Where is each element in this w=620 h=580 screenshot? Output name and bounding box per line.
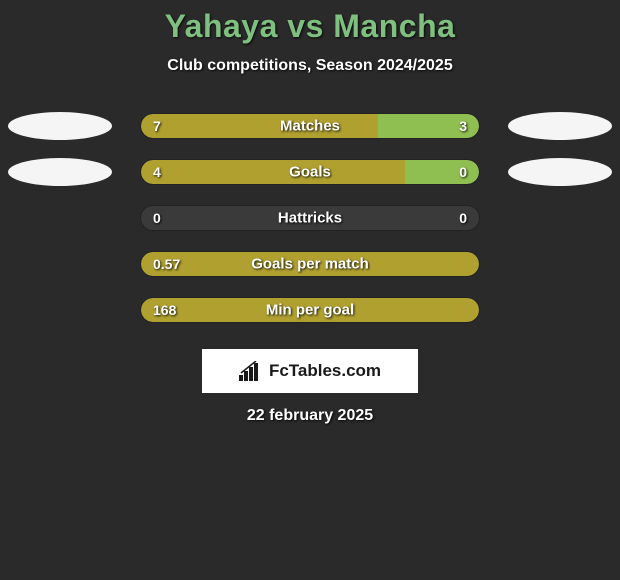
comparison-widget: Yahaya vs Mancha Club competitions, Seas… [0, 0, 620, 425]
stat-label: Min per goal [266, 302, 354, 319]
stat-value-left: 0.57 [153, 256, 180, 272]
source-logo[interactable]: FcTables.com [202, 349, 418, 393]
bar-segment-right [405, 160, 479, 184]
stat-row: 7 3 Matches [0, 103, 620, 149]
logo-text: FcTables.com [269, 361, 381, 381]
stat-row: 4 0 Goals [0, 149, 620, 195]
bar-segment-left [141, 160, 405, 184]
stat-value-left: 4 [153, 164, 161, 180]
stat-row: 0 0 Hattricks [0, 195, 620, 241]
stat-value-right: 3 [459, 118, 467, 134]
stat-bar: 168 Min per goal [140, 297, 480, 323]
stat-row: 0.57 Goals per match [0, 241, 620, 287]
subtitle: Club competitions, Season 2024/2025 [0, 57, 620, 75]
page-title: Yahaya vs Mancha [0, 8, 620, 45]
stat-bar: 7 3 Matches [140, 113, 480, 139]
stat-value-left: 7 [153, 118, 161, 134]
bar-segment-left [141, 114, 378, 138]
fctables-icon [239, 361, 263, 381]
stat-label: Matches [280, 118, 340, 135]
stats-list: 7 3 Matches 4 0 Goals 0 0 Hattricks 0.57 Goals per… [0, 103, 620, 333]
stat-value-left: 168 [153, 302, 176, 318]
player-left-avatar [8, 112, 112, 140]
stat-label: Hattricks [278, 210, 342, 227]
stat-bar: 4 0 Goals [140, 159, 480, 185]
player-right-avatar [508, 112, 612, 140]
stat-row: 168 Min per goal [0, 287, 620, 333]
player-right-avatar [508, 158, 612, 186]
stat-label: Goals per match [251, 256, 369, 273]
stat-value-left: 0 [153, 210, 161, 226]
stat-value-right: 0 [459, 164, 467, 180]
stat-value-right: 0 [459, 210, 467, 226]
stat-label: Goals [289, 164, 331, 181]
player-left-avatar [8, 158, 112, 186]
date-label: 22 february 2025 [0, 407, 620, 425]
stat-bar: 0 0 Hattricks [140, 205, 480, 231]
stat-bar: 0.57 Goals per match [140, 251, 480, 277]
